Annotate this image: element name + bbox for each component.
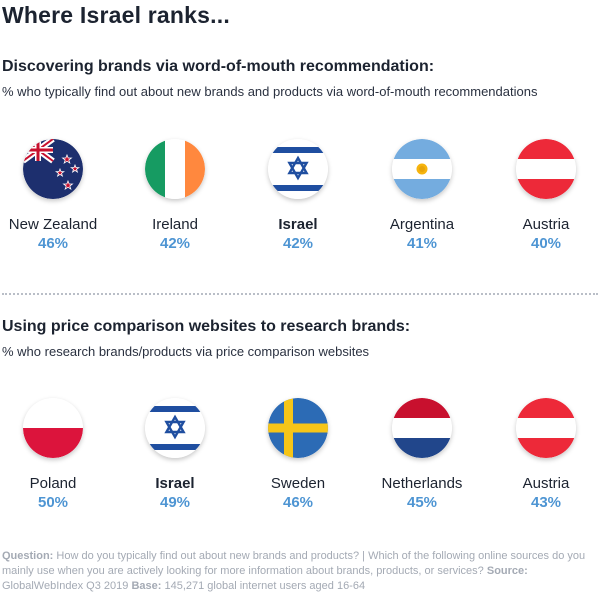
austria-flag-icon	[516, 139, 576, 199]
percentage-value: 46%	[37, 235, 69, 252]
footnote-source-label: Source:	[486, 565, 528, 577]
israel-flag-icon	[145, 398, 205, 458]
country-item-austria: Austria 40%	[486, 139, 600, 254]
section-price-comparison-subtitle: % who research brands/products via price…	[2, 344, 370, 359]
country-item-new-zealand: New Zealand 46%	[0, 139, 113, 254]
new-zealand-flag-icon	[23, 139, 83, 199]
country-label: Sweden	[270, 475, 326, 492]
country-item-ireland: Ireland 42%	[115, 139, 235, 254]
country-item-netherlands: Netherlands 45%	[362, 398, 482, 513]
percentage-value: 50%	[37, 494, 69, 511]
percentage-value: 43%	[530, 494, 562, 511]
country-item-argentina: Argentina 41%	[362, 139, 482, 254]
israel-flag-icon	[268, 139, 328, 199]
footnote-question-text: How do you typically find out about new …	[2, 550, 586, 577]
country-label: Argentina	[389, 216, 455, 233]
country-label: Israel	[278, 216, 318, 233]
country-item-israel: Israel 49%	[115, 398, 235, 513]
country-label: Netherlands	[381, 475, 463, 492]
section-price-comparison-title: Using price comparison websites to resea…	[2, 318, 411, 335]
sweden-flag-icon	[268, 398, 328, 458]
country-item-austria: Austria 43%	[486, 398, 600, 513]
percentage-value: 40%	[530, 235, 562, 252]
country-item-poland: Poland 50%	[0, 398, 113, 513]
country-item-israel: Israel 42%	[238, 139, 358, 254]
poland-flag-icon	[23, 398, 83, 458]
country-label: Austria	[522, 216, 570, 233]
word-of-mouth-row: New Zealand 46% Ireland 42% Israel 42% Argenti…	[0, 139, 600, 269]
netherlands-flag-icon	[392, 398, 452, 458]
argentina-flag-icon	[392, 139, 452, 199]
percentage-value: 45%	[406, 494, 438, 511]
section-word-of-mouth-title: Discovering brands via word-of-mouth rec…	[2, 58, 435, 75]
austria-flag-icon	[516, 398, 576, 458]
country-label: Israel	[155, 475, 195, 492]
percentage-value: 49%	[159, 494, 191, 511]
percentage-value: 46%	[282, 494, 314, 511]
footnote-question-label: Question:	[2, 550, 54, 562]
ireland-flag-icon	[145, 139, 205, 199]
country-item-sweden: Sweden 46%	[238, 398, 358, 513]
country-label: Austria	[522, 475, 570, 492]
page-title: Where Israel ranks...	[2, 2, 230, 28]
country-label: Poland	[29, 475, 77, 492]
percentage-value: 42%	[282, 235, 314, 252]
percentage-value: 42%	[159, 235, 191, 252]
footnote: Question: How do you typically find out …	[2, 549, 598, 594]
footnote-base-text: 145,271 global internet users aged 16-64	[164, 580, 366, 592]
footnote-source-text: GlobalWebIndex Q3 2019	[2, 580, 129, 592]
price-comparison-row: Poland 50% Israel 49% Sweden 46% Netherlands 45…	[0, 398, 600, 528]
country-label: Ireland	[152, 216, 198, 233]
footnote-base-label: Base:	[131, 580, 162, 592]
percentage-value: 41%	[406, 235, 438, 252]
country-label: New Zealand	[8, 216, 98, 233]
section-word-of-mouth-subtitle: % who typically find out about new brand…	[2, 84, 538, 99]
section-divider	[2, 293, 598, 295]
